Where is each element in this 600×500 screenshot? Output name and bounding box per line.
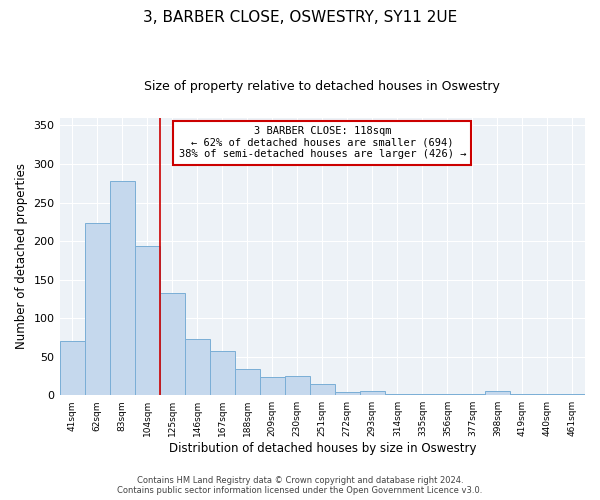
Bar: [59, 342, 85, 395]
Bar: [385, 394, 410, 395]
Text: 3 BARBER CLOSE: 118sqm
← 62% of detached houses are smaller (694)
38% of semi-de: 3 BARBER CLOSE: 118sqm ← 62% of detached…: [179, 126, 466, 160]
Bar: [285, 376, 310, 395]
Bar: [560, 394, 585, 395]
Text: Contains HM Land Registry data © Crown copyright and database right 2024.
Contai: Contains HM Land Registry data © Crown c…: [118, 476, 482, 495]
Bar: [185, 339, 209, 395]
X-axis label: Distribution of detached houses by size in Oswestry: Distribution of detached houses by size …: [169, 442, 476, 455]
Bar: [260, 376, 285, 395]
Bar: [535, 394, 560, 395]
Bar: [160, 292, 185, 395]
Bar: [110, 181, 134, 395]
Bar: [209, 350, 235, 395]
Bar: [485, 390, 510, 395]
Bar: [310, 384, 335, 395]
Text: 3, BARBER CLOSE, OSWESTRY, SY11 2UE: 3, BARBER CLOSE, OSWESTRY, SY11 2UE: [143, 10, 457, 25]
Bar: [85, 222, 110, 395]
Bar: [134, 246, 160, 395]
Bar: [510, 394, 535, 395]
Y-axis label: Number of detached properties: Number of detached properties: [15, 164, 28, 350]
Bar: [435, 394, 460, 395]
Title: Size of property relative to detached houses in Oswestry: Size of property relative to detached ho…: [145, 80, 500, 93]
Bar: [460, 394, 485, 395]
Bar: [235, 369, 260, 395]
Bar: [360, 390, 385, 395]
Bar: [410, 394, 435, 395]
Bar: [335, 392, 360, 395]
